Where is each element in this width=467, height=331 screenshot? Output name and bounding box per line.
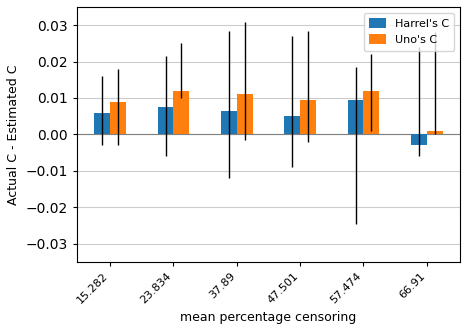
Bar <box>363 91 379 134</box>
Bar <box>158 107 173 134</box>
Bar <box>411 134 427 145</box>
Bar <box>173 91 189 134</box>
Bar <box>221 111 237 134</box>
Bar <box>347 100 363 134</box>
Legend: Harrel's C, Uno's C: Harrel's C, Uno's C <box>364 13 454 51</box>
Bar <box>427 131 443 134</box>
Bar <box>110 102 126 134</box>
Y-axis label: Actual C - Estimated C: Actual C - Estimated C <box>7 64 20 205</box>
X-axis label: mean percentage censoring: mean percentage censoring <box>180 311 357 324</box>
Bar <box>237 94 253 134</box>
Bar <box>300 100 316 134</box>
Bar <box>94 113 110 134</box>
Bar <box>284 116 300 134</box>
